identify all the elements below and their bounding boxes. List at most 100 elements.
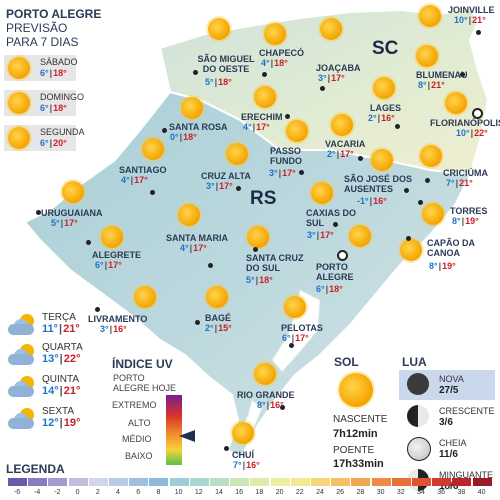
legend-color-swatch (149, 478, 169, 486)
sun-icon (226, 143, 248, 165)
sun-icon (349, 225, 371, 247)
moon-phase-label: CRESCENTE (439, 406, 495, 416)
city-label-joinville: JOINVILLE (448, 5, 495, 15)
city-marker (224, 446, 229, 451)
city-label-sao-miguel-do-oeste: SÃO MIGUEL DO OESTE (197, 54, 255, 74)
forecast-day-saturday: SÁBADO 6°|18° (4, 55, 78, 81)
legend-tick-label: 0 (75, 489, 80, 496)
moon-phase-date: 18/6 (439, 481, 459, 492)
forecast-day-name: SÁBADO (40, 57, 78, 67)
city-marker (460, 72, 465, 77)
legend-tick-label: 32 (396, 489, 405, 496)
city-label-vacaria: VACARIA (325, 139, 366, 149)
city-marker (262, 72, 267, 77)
legend-color-swatch (452, 478, 472, 486)
sunrise-time: 7h12min (333, 428, 378, 440)
legend-tick-label: 12 (194, 489, 203, 496)
city-temps-lages: 2°|16° (368, 113, 395, 123)
sunrise-label: NASCENTE (333, 414, 388, 425)
city-temps-sao-jose-dos-ausentes: -1°|16° (357, 196, 387, 206)
legend-tick-label: -6 (13, 489, 21, 496)
legend-tick-label: 4 (116, 489, 120, 496)
city-label-florianopolis: FLORIANÓPOLIS (430, 118, 500, 128)
city-marker (285, 114, 290, 119)
forecast-day-temps: 6°|20° (40, 138, 67, 148)
forecast-day-temps: 6°|18° (40, 103, 67, 113)
legend-title: LEGENDA (6, 462, 65, 476)
city-marker (358, 156, 363, 161)
sun-icon (206, 286, 228, 308)
forecast-day-temps: 14°|21° (42, 385, 81, 397)
forecast-day-temps: 12°|19° (42, 417, 81, 429)
sun-icon (62, 181, 84, 203)
uv-index-subtitle: PORTO ALEGRE HOJE (113, 373, 177, 393)
legend-tick-label: 16 (235, 489, 244, 496)
city-temps-pelotas: 6°|17° (282, 333, 309, 343)
legend-color-swatch (109, 478, 128, 486)
sun-icon (311, 182, 333, 204)
legend-tick-label: -2 (54, 489, 61, 496)
forecast-day-monday: SEGUNDA 6°|20° (4, 125, 85, 151)
sun-icon (254, 363, 276, 385)
city-marker (195, 320, 200, 325)
legend-color-swatch (371, 478, 391, 486)
forecast-day-temps: 11°|21° (42, 323, 80, 335)
sunset-time: 17h33min (333, 458, 384, 470)
header-title: PORTO ALEGRE (6, 7, 102, 21)
forecast-day-sunday: DOMINGO 6°|18° (4, 90, 84, 116)
city-marker (418, 200, 423, 205)
moon-phase-label: MINGUANTE (439, 470, 493, 480)
sun-icon (416, 45, 438, 67)
city-temps-joacaba: 3°|17° (318, 73, 345, 83)
legend-tick-label: 38 (457, 489, 466, 496)
legend-color-swatch (210, 478, 229, 486)
capital-marker (337, 250, 348, 261)
sun-icon (284, 296, 306, 318)
city-marker (395, 124, 400, 129)
sun-icon (142, 138, 164, 160)
city-label-torres: TORRES (450, 206, 488, 216)
city-marker (208, 263, 213, 268)
city-temps-caxias-do-sul: 3°|17° (307, 230, 334, 240)
city-temps-capao-da-canoa: 8°|19° (429, 261, 456, 271)
city-label-chui: CHUÍ (232, 450, 254, 460)
city-label-sao-jose-dos-ausentes: SÃO JOSÉ DOS AUSENTES (344, 174, 413, 194)
sun-icon (247, 226, 269, 248)
forecast-day-name: QUARTA (42, 342, 83, 353)
city-temps-santa-rosa: 0°|18° (170, 132, 197, 142)
city-label-chapeco: CHAPECÓ (259, 48, 305, 58)
sun-icon (339, 373, 373, 407)
city-label-passo-fundo: PASSO FUNDO (270, 146, 302, 166)
header-period: PARA 7 DIAS (6, 35, 79, 49)
city-marker (236, 186, 241, 191)
moon-phase-date: 11/6 (439, 449, 458, 460)
uv-scale-bar (166, 395, 182, 465)
cloud-sun-icon (6, 344, 36, 365)
city-marker (95, 307, 100, 312)
sun-icon (254, 86, 276, 108)
legend-color-swatch (48, 478, 68, 486)
moon-phase-new: NOVA 27/5 (399, 370, 495, 400)
city-label-erechim: ERECHIM (241, 112, 283, 122)
forecast-day-temps: 13°|22° (42, 353, 81, 365)
city-temps-cruz-alta: 3°|17° (206, 181, 233, 191)
city-temps-porto-alegre: 6°|18° (316, 284, 343, 294)
forecast-day-temps: 6°|18° (40, 68, 67, 78)
moon-phase-label: CHEIA (439, 438, 467, 448)
sun-icon (8, 92, 30, 114)
city-label-alegrete: ALEGRETE (92, 250, 142, 260)
legend-tick-label: 28 (356, 489, 365, 496)
cloud-sun-icon (6, 408, 36, 429)
legend-color-swatch (432, 478, 452, 486)
legend-color-swatch (8, 478, 27, 486)
header-subtitle: PREVISÃO (6, 21, 68, 35)
legend-tick-label: 22 (295, 489, 304, 496)
legend-tick-label: 2 (95, 489, 100, 496)
moon-phase-label: NOVA (439, 374, 464, 384)
city-temps-santiago: 4°|17° (121, 175, 148, 185)
city-label-blumenau: BLUMENAU (416, 70, 468, 80)
city-marker (404, 188, 409, 193)
sun-icon (232, 422, 254, 444)
city-temps-alegrete: 6°|17° (95, 260, 122, 270)
legend-color-swatch (472, 478, 492, 486)
